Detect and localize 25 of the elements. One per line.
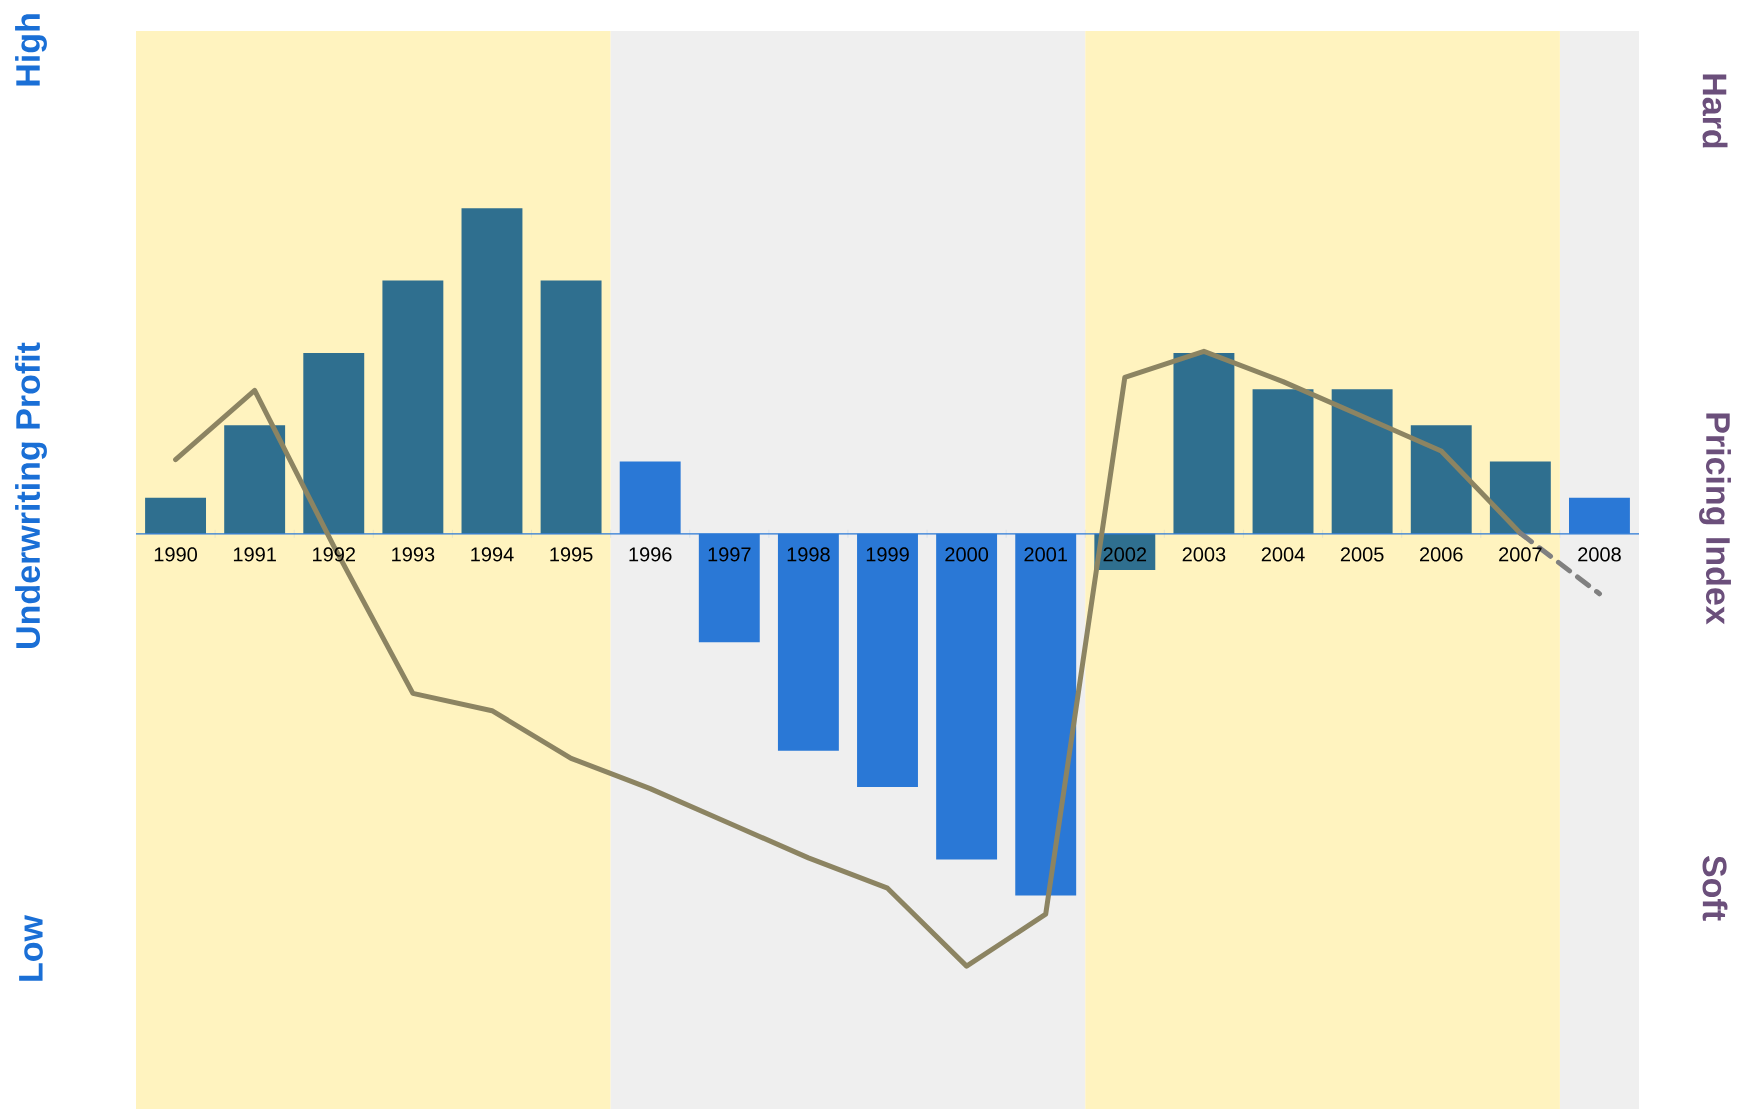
x-tick-label: 1998	[787, 547, 830, 562]
x-tick-label: 2002	[1103, 547, 1147, 562]
x-tick-label: 2000	[945, 547, 989, 562]
x-tick-label: 2008	[1578, 547, 1621, 562]
text: High	[15, 14, 47, 86]
text: Soft	[1702, 855, 1728, 921]
x-tick-label: 1999	[866, 547, 909, 562]
x-tick-label: 1994	[471, 547, 514, 562]
x-tick-label: 1996	[629, 547, 672, 562]
x-tick-label: 2007	[1499, 547, 1542, 562]
x-tick-label: 1995	[550, 547, 593, 562]
y-axis-title: Underwriting Profit	[15, 342, 47, 648]
text: Low	[19, 914, 43, 981]
x-tick-label: 2001	[1024, 547, 1067, 562]
x-tick-label: 2006	[1420, 547, 1463, 562]
y2-axis-title: Pricing Index	[1699, 413, 1731, 625]
x-tick-label: 1992	[313, 547, 355, 562]
x-tick-label: 2003	[1182, 547, 1226, 562]
x-tick-label: 1993	[392, 547, 435, 562]
x-tick-label: 2004	[1261, 547, 1305, 562]
text: Hard	[1702, 74, 1728, 148]
x-tick-label: 2005	[1340, 547, 1384, 562]
x-tick-label: 1990	[154, 547, 197, 562]
x-tick-label: 1997	[708, 547, 751, 562]
x-tick-label: 1991	[233, 547, 276, 562]
